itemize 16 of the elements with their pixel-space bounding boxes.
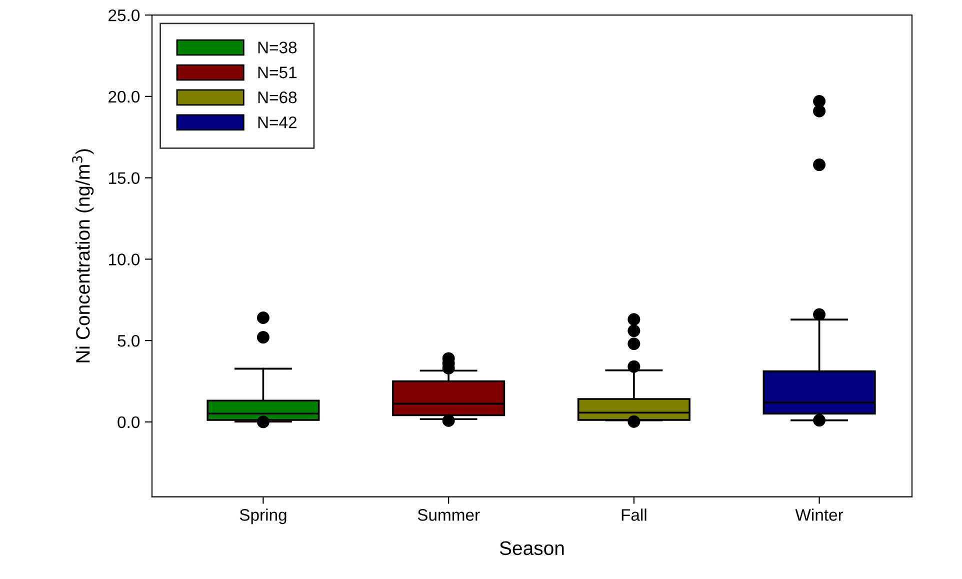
y-tick-label: 20.0 [108, 90, 140, 103]
x-tick-label: Spring [240, 508, 286, 524]
y-tick-label: 25.0 [108, 9, 140, 22]
x-tick-label: Fall [622, 508, 646, 521]
legend-label: N=68 [258, 92, 297, 104]
y-axis-title: Ni Concentration (ng/m$^{3}$) [72, 149, 94, 362]
legend-label: N=51 [258, 66, 296, 78]
x-tick-label: Winter [795, 508, 844, 521]
legend-label: N=38 [258, 42, 297, 54]
y-tick-label: 0.0 [118, 416, 140, 428]
y-tick-label: 15.0 [109, 172, 140, 184]
x-axis-title: Season [500, 541, 564, 556]
y-tick-label: 10.0 [109, 254, 140, 266]
y-tick-label: 5.0 [118, 334, 140, 347]
legend-label: N=42 [258, 116, 296, 128]
x-tick-label: Summer [418, 509, 480, 521]
